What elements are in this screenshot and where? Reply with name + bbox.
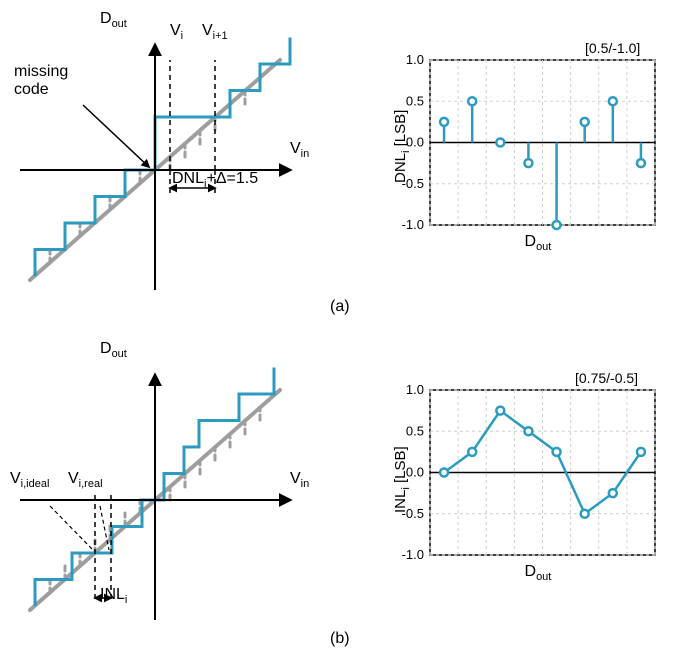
inl-xlabel: Dout [525, 563, 552, 583]
svg-text:0.5: 0.5 [406, 423, 424, 438]
svg-text:-1.0: -1.0 [402, 547, 424, 562]
caption-b: (b) [330, 630, 350, 648]
panel-b-right-svg: -1.0-0.50.00.51.0 [0, 0, 685, 656]
svg-text:1.0: 1.0 [406, 382, 424, 397]
panel-b-right-chart: [0.75/-0.5] -1.0-0.50.00.51.0 INLi [LSB]… [0, 0, 685, 656]
inl-ylabel: INLi [LSB] [392, 446, 412, 513]
